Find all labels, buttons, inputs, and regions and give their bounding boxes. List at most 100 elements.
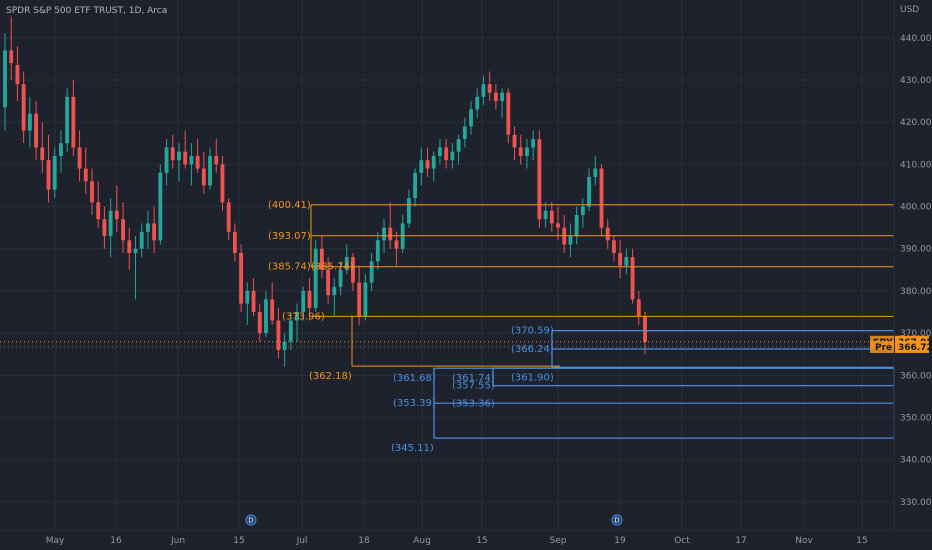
candle-body (394, 240, 399, 249)
candle-body (438, 147, 442, 156)
candle-body (643, 316, 647, 342)
x-tick-label: May (46, 536, 65, 546)
blue-level-label: (353.36) (452, 398, 495, 409)
x-tick-label: 15 (233, 536, 244, 546)
candle-body (549, 210, 554, 224)
candle-body (52, 155, 57, 190)
candle-body (65, 96, 70, 144)
candle-body (90, 181, 94, 203)
candle-body (475, 96, 480, 110)
blue-level-label: (370.59) (511, 326, 554, 337)
candle-body (525, 147, 529, 156)
candle-body (71, 96, 76, 148)
candle-body (239, 252, 244, 304)
blue-level-label: (361.90) (511, 372, 554, 383)
candle-body (226, 202, 231, 232)
candle-body (177, 151, 181, 161)
candle-body (282, 341, 287, 350)
candle-body (338, 269, 343, 287)
candle-body (295, 312, 299, 321)
candle-body (413, 172, 418, 199)
orange-level-label: (393.07) (268, 231, 311, 242)
candle-body (369, 261, 374, 283)
candle-body (580, 206, 585, 215)
candle-body (382, 227, 386, 241)
candle-body (344, 257, 349, 270)
y-tick-label: 380.00 (900, 287, 932, 297)
candle-body (537, 139, 542, 220)
candle-body (506, 92, 511, 135)
candle-body (114, 210, 119, 220)
candle-body (493, 92, 498, 102)
candle-body (388, 227, 393, 241)
dividend-marker-label: D (248, 517, 253, 525)
candle-body (612, 240, 616, 253)
candle-body (27, 113, 32, 131)
orange-level-label: (362.18) (309, 371, 352, 382)
time-axis[interactable]: May 16 Jun 15 Jul 18 Aug 15 Sep 19 Oct 17 Nov 15 (46, 536, 868, 546)
x-tick-label: Aug (413, 536, 431, 546)
candle-body (3, 50, 7, 108)
x-tick-label: Jun (170, 536, 185, 546)
y-tick-label: 430.00 (900, 76, 932, 86)
x-tick-label: 19 (614, 536, 626, 546)
candle-body (145, 223, 150, 232)
candle-body (319, 248, 324, 270)
candle-body (531, 139, 536, 148)
fib-level-labels: (400.41) (393.07) (385.74) (385.74) (373.96)… (268, 200, 554, 454)
chart-title: SPDR S&P 500 ETF TRUST, 1D, Arca (6, 6, 168, 16)
x-tick-label: Jul (296, 536, 308, 546)
candle-body (21, 84, 26, 131)
blue-level-label: (357.55) (452, 381, 495, 392)
candle-body (307, 290, 312, 308)
candle-body (15, 65, 20, 85)
blue-level-label: (353.39) (393, 398, 436, 409)
x-tick-label: 17 (735, 536, 746, 546)
candle-body (512, 134, 517, 148)
candle-body (251, 290, 256, 313)
y-tick-label: 370.00 (900, 329, 932, 339)
candle-body (481, 84, 486, 97)
dividend-marker-label: D (614, 517, 619, 525)
candle-body (487, 84, 492, 93)
y-tick-label: 340.00 (900, 456, 932, 466)
candle-body (158, 172, 163, 241)
candle-body (301, 290, 306, 313)
candle-body (170, 147, 175, 161)
candle-body (332, 286, 337, 296)
candle-body (543, 210, 548, 220)
premarket-tag-badge (870, 340, 894, 353)
x-tick-label: 18 (358, 536, 370, 546)
candle-body (618, 252, 623, 266)
y-tick-label: 410.00 (900, 160, 932, 170)
candlestick-series[interactable] (3, 16, 647, 367)
x-tick-label: 15 (476, 536, 487, 546)
orange-level-label: (373.96) (282, 311, 325, 322)
price-badges: SPY367.95Pre366.72 (870, 335, 932, 353)
y-tick-label: 350.00 (900, 414, 932, 424)
candle-body (201, 168, 206, 186)
premarket-price-badge (895, 340, 929, 353)
y-tick-label: 400.00 (900, 203, 932, 213)
candle-body (77, 147, 82, 169)
grid-lines (0, 0, 894, 530)
candle-body (102, 219, 107, 237)
candle-body (288, 320, 293, 342)
candle-body (574, 214, 579, 237)
price-axis[interactable]: 330.00 340.00 350.00 360.00 370.00 380.00 390.… (900, 34, 932, 508)
candle-body (351, 257, 355, 283)
candle-body (630, 257, 635, 300)
candle-body (58, 143, 63, 156)
y-tick-label: 420.00 (900, 118, 932, 128)
candle-body (133, 248, 138, 253)
candle-body (556, 223, 560, 228)
candle-body (96, 202, 101, 220)
candle-body (425, 160, 430, 169)
orange-level-label: (385.74) (268, 262, 311, 273)
candle-body (599, 168, 604, 228)
candle-body (9, 50, 14, 64)
x-tick-label: Nov (795, 536, 813, 546)
candle-body (419, 160, 424, 173)
